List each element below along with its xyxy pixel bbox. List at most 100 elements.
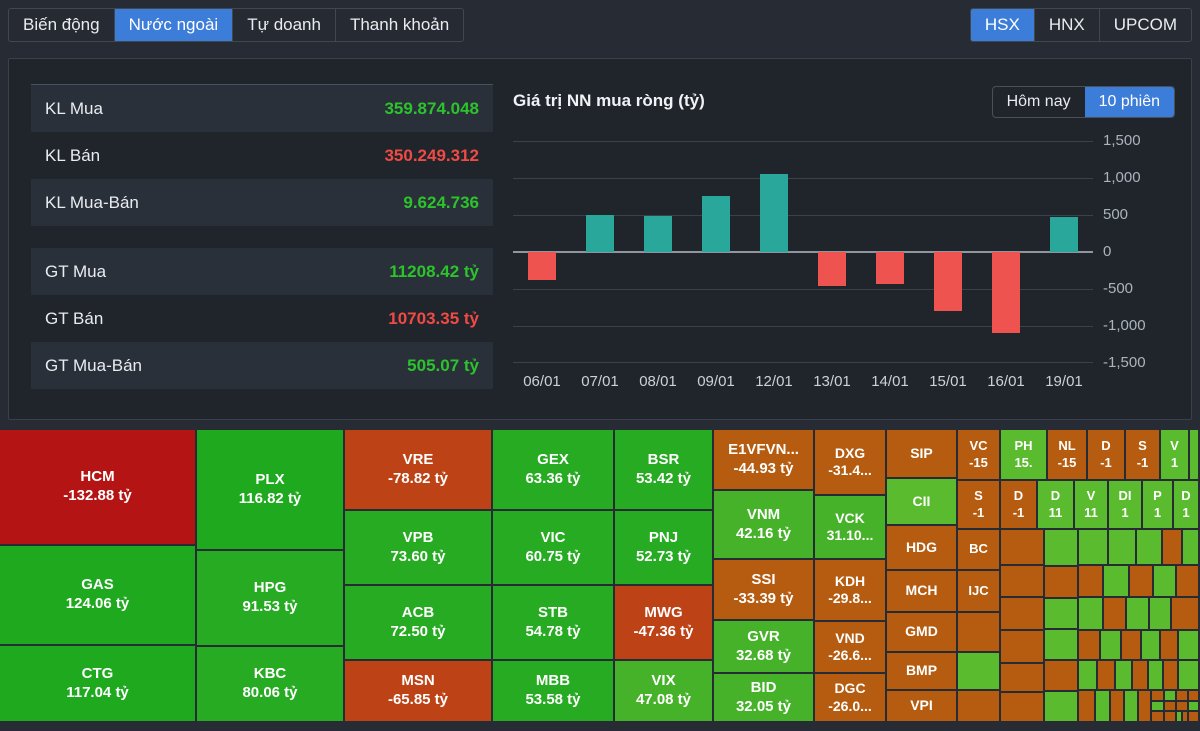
treemap-cell-vix[interactable]: VIX 47.08 tỷ (615, 661, 712, 721)
treemap-cell-mch[interactable]: MCH (887, 571, 956, 611)
treemap-cell-kbc[interactable]: KBC 80.06 tỷ (197, 647, 343, 721)
treemap-cell-ijc[interactable]: IJC (958, 571, 999, 611)
treemap-cell-stb[interactable]: STB 54.78 tỷ (493, 586, 613, 659)
treemap-cell-nl[interactable]: NL -15 (1048, 430, 1086, 479)
treemap-cell[interactable] (1139, 691, 1150, 721)
treemap-cell[interactable] (958, 653, 999, 689)
treemap-cell[interactable] (1001, 530, 1043, 564)
treemap-cell[interactable] (1130, 566, 1152, 596)
treemap-cell-vck[interactable]: VCK 31.10... (815, 496, 885, 558)
treemap-cell-hdg[interactable]: HDG (887, 526, 956, 569)
treemap-cell-d[interactable]: D -1 (1088, 430, 1124, 479)
treemap-cell[interactable] (1001, 664, 1043, 691)
treemap-cell[interactable] (1149, 661, 1162, 689)
treemap-cell-vpi[interactable]: VPI (887, 691, 956, 721)
treemap-cell[interactable] (1179, 631, 1198, 659)
tab-bien-dong[interactable]: Biến động (23, 15, 100, 34)
treemap-cell[interactable] (1116, 661, 1131, 689)
treemap-cell-ph[interactable]: PH 15. (1001, 430, 1046, 479)
treemap-cell[interactable] (1001, 566, 1043, 596)
treemap-cell[interactable] (1001, 631, 1043, 662)
treemap-cell-hpg[interactable]: HPG 91.53 tỷ (197, 551, 343, 645)
treemap-cell[interactable] (1098, 661, 1114, 689)
treemap-cell-di[interactable]: DI 1 (1109, 481, 1141, 528)
treemap-cell[interactable] (1161, 631, 1177, 659)
treemap-cell[interactable] (1189, 712, 1198, 721)
treemap-cell[interactable] (958, 691, 999, 721)
treemap-cell-sip[interactable]: SIP (887, 430, 956, 477)
treemap-cell-d[interactable]: D 11 (1038, 481, 1073, 528)
tab-hsx[interactable]: HSX (970, 9, 1034, 41)
treemap-cell[interactable] (1109, 530, 1135, 564)
treemap-cell[interactable] (1045, 599, 1077, 628)
treemap-cell-vre[interactable]: VRE -78.82 tỷ (345, 430, 491, 509)
treemap-cell-gex[interactable]: GEX 63.36 tỷ (493, 430, 613, 509)
treemap-cell-dgc[interactable]: DGC -26.0... (815, 674, 885, 721)
treemap-cell[interactable] (1079, 566, 1102, 596)
treemap-cell-d[interactable]: D -1 (1001, 481, 1036, 528)
treemap-cell-pnj[interactable]: PNJ 52.73 tỷ (615, 511, 712, 584)
treemap-cell[interactable] (1122, 631, 1140, 659)
treemap-cell[interactable] (1189, 702, 1198, 710)
treemap-cell-mwg[interactable]: MWG -47.36 tỷ (615, 586, 712, 659)
treemap-cell-gas[interactable]: GAS 124.06 tỷ (0, 546, 195, 644)
treemap-cell[interactable] (1163, 530, 1181, 564)
treemap-cell-cii[interactable]: CII (887, 479, 956, 524)
treemap-cell-vc[interactable]: VC -15 (958, 430, 999, 479)
treemap-cell[interactable] (1096, 691, 1109, 721)
treemap-cell[interactable] (1177, 712, 1181, 721)
treemap-cell[interactable] (1137, 530, 1161, 564)
treemap-cell[interactable] (1133, 661, 1147, 689)
treemap-cell-bc[interactable]: BC (958, 530, 999, 569)
treemap-cell[interactable] (1079, 661, 1096, 689)
treemap-cell[interactable] (958, 613, 999, 651)
treemap-cell[interactable] (1101, 631, 1120, 659)
treemap-cell[interactable] (1177, 566, 1198, 596)
treemap-cell-e1vfvn[interactable]: E1VFVN... -44.93 tỷ (714, 430, 813, 489)
treemap-cell-mbb[interactable]: MBB 53.58 tỷ (493, 661, 613, 721)
treemap-cell-vnm[interactable]: VNM 42.16 tỷ (714, 491, 813, 558)
treemap-cell[interactable] (1165, 712, 1175, 721)
treemap-cell[interactable] (1045, 530, 1077, 565)
treemap-cell-ssi[interactable]: SSI -33.39 tỷ (714, 560, 813, 619)
button-10-phien[interactable]: 10 phiên (1084, 87, 1174, 117)
treemap-cell-gvr[interactable]: GVR 32.68 tỷ (714, 621, 813, 672)
treemap-cell[interactable] (1183, 530, 1198, 564)
treemap-cell-gmd[interactable]: GMD (887, 613, 956, 651)
treemap-cell-dxg[interactable]: DXG -31.4... (815, 430, 885, 494)
treemap-cell[interactable] (1152, 712, 1163, 721)
treemap-cell-v[interactable]: V 11 (1075, 481, 1107, 528)
treemap-cell[interactable] (1177, 691, 1187, 700)
treemap-cell[interactable] (1125, 691, 1137, 721)
treemap-cell-acb[interactable]: ACB 72.50 tỷ (345, 586, 491, 659)
treemap-cell-hcm[interactable]: HCM -132.88 tỷ (0, 430, 195, 544)
treemap-cell[interactable] (1001, 693, 1043, 721)
treemap-cell-kdh[interactable]: KDH -29.8... (815, 560, 885, 620)
treemap-cell[interactable] (1079, 598, 1102, 629)
treemap-cell[interactable] (1183, 712, 1187, 721)
treemap-cell[interactable] (1079, 691, 1094, 721)
treemap-cell[interactable] (1164, 661, 1177, 689)
treemap-cell[interactable] (1104, 566, 1128, 596)
button-hom-nay[interactable]: Hôm nay (1006, 93, 1071, 110)
treemap-cell[interactable] (1165, 702, 1175, 710)
treemap-cell-bid[interactable]: BID 32.05 tỷ (714, 674, 813, 721)
treemap-cell-vpb[interactable]: VPB 73.60 tỷ (345, 511, 491, 584)
tab-thanh-khoan[interactable]: Thanh khoản (334, 9, 463, 41)
treemap-cell[interactable] (1152, 691, 1163, 700)
treemap-cell-s[interactable]: S -1 (1126, 430, 1159, 479)
treemap-cell[interactable] (1045, 567, 1077, 597)
treemap-cell[interactable] (1172, 598, 1198, 629)
treemap-cell-vic[interactable]: VIC 60.75 tỷ (493, 511, 613, 584)
treemap-cell[interactable] (1142, 631, 1159, 659)
tab-nuoc-ngoai[interactable]: Nước ngoài (113, 9, 233, 41)
treemap-cell-vnd[interactable]: VND -26.6... (815, 622, 885, 672)
treemap-cell-ctg[interactable]: CTG 117.04 tỷ (0, 646, 195, 721)
treemap-cell[interactable] (1045, 692, 1077, 721)
treemap-cell-bmp[interactable]: BMP (887, 653, 956, 689)
treemap-cell-bsr[interactable]: BSR 53.42 tỷ (615, 430, 712, 509)
treemap-cell[interactable] (1111, 691, 1123, 721)
tab-tu-doanh[interactable]: Tự doanh (232, 9, 335, 41)
tab-upcom[interactable]: UPCOM (1098, 9, 1191, 41)
treemap-cell[interactable] (1045, 661, 1077, 690)
